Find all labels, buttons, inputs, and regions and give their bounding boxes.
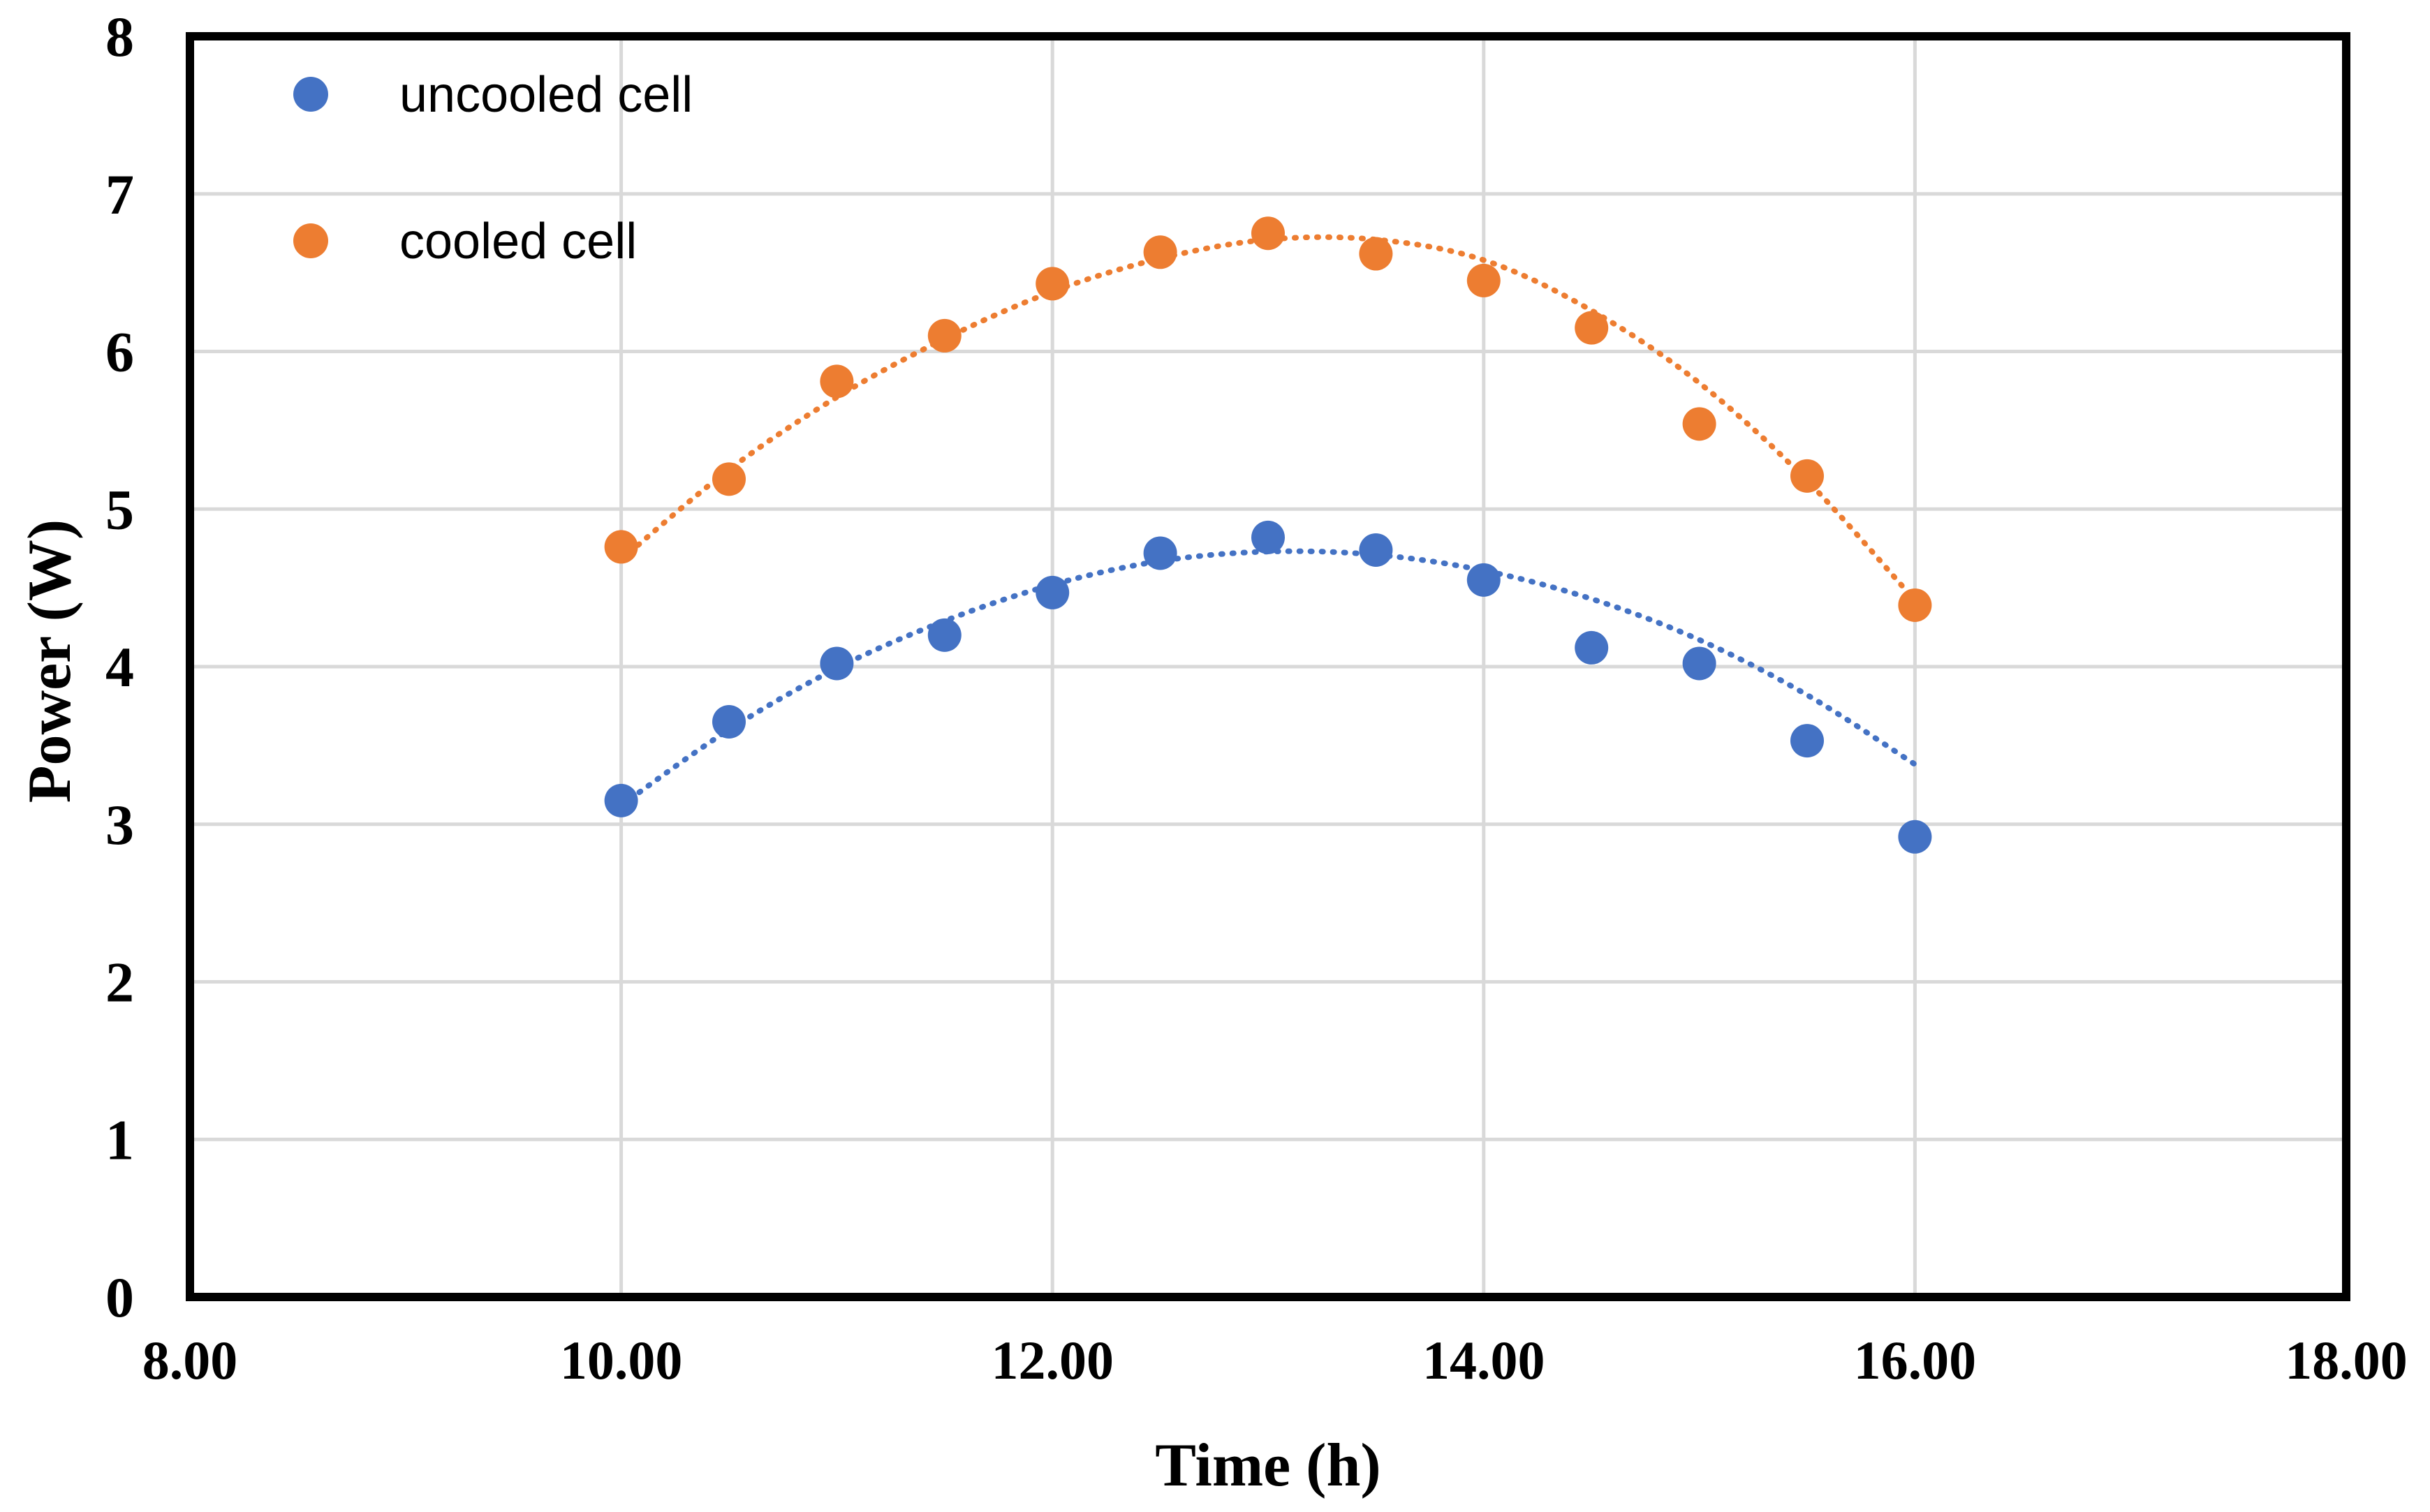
- legend: uncooled cell cooled cell: [293, 67, 693, 269]
- y-axis-ticks: 0 1 2 3 4 5 6 7 8: [105, 5, 134, 1329]
- y-tick-label-7: 7: [105, 163, 134, 226]
- data-point-uncooled-cell: [604, 783, 638, 817]
- data-point-cooled-cell: [1575, 311, 1609, 345]
- legend-label-cooled-cell: cooled cell: [399, 214, 637, 269]
- data-points: [604, 216, 1932, 854]
- plot-area-border: [186, 32, 2350, 1301]
- y-tick-label-4: 4: [105, 635, 134, 699]
- data-point-cooled-cell: [1898, 588, 1932, 622]
- legend-marker-uncooled-cell: [293, 77, 328, 112]
- legend-label-uncooled-cell: uncooled cell: [399, 67, 693, 123]
- data-point-uncooled-cell: [1466, 563, 1501, 597]
- data-point-cooled-cell: [1682, 407, 1716, 441]
- x-tick-label-16: 16.00: [1854, 1330, 1977, 1391]
- data-point-cooled-cell: [1466, 263, 1501, 297]
- data-point-uncooled-cell: [1790, 724, 1824, 758]
- x-tick-label-8: 8.00: [142, 1330, 238, 1391]
- x-tick-label-12: 12.00: [991, 1330, 1114, 1391]
- data-point-cooled-cell: [1036, 267, 1070, 301]
- data-point-cooled-cell: [820, 364, 854, 399]
- legend-marker-cooled-cell: [293, 223, 328, 258]
- x-tick-label-10: 10.00: [560, 1330, 683, 1391]
- y-tick-label-8: 8: [105, 5, 134, 68]
- data-point-uncooled-cell: [820, 646, 854, 681]
- data-point-cooled-cell: [1251, 216, 1285, 251]
- data-point-uncooled-cell: [1036, 575, 1070, 609]
- y-tick-label-5: 5: [105, 477, 134, 541]
- y-tick-label-3: 3: [105, 793, 134, 857]
- y-axis-title: Power (W): [16, 519, 84, 803]
- data-point-uncooled-cell: [927, 618, 962, 652]
- data-point-uncooled-cell: [1575, 630, 1609, 665]
- data-point-uncooled-cell: [712, 705, 746, 739]
- data-point-uncooled-cell: [1251, 520, 1285, 554]
- data-point-cooled-cell: [1790, 459, 1824, 493]
- x-tick-label-14: 14.00: [1422, 1330, 1545, 1391]
- y-tick-label-2: 2: [105, 951, 134, 1014]
- x-tick-label-18: 18.00: [2285, 1330, 2408, 1391]
- x-axis-ticks: 8.00 10.00 12.00 14.00 16.00 18.00: [142, 1330, 2408, 1391]
- data-point-cooled-cell: [1359, 237, 1393, 271]
- gridlines: [190, 36, 2346, 1297]
- data-point-uncooled-cell: [1143, 536, 1177, 570]
- data-point-cooled-cell: [604, 530, 638, 564]
- data-point-uncooled-cell: [1359, 533, 1393, 567]
- data-point-uncooled-cell: [1898, 820, 1932, 854]
- data-point-cooled-cell: [1143, 235, 1177, 269]
- data-point-cooled-cell: [712, 462, 746, 496]
- x-axis-title: Time (h): [1155, 1432, 1380, 1499]
- data-point-cooled-cell: [927, 318, 962, 353]
- y-tick-label-1: 1: [105, 1108, 134, 1171]
- y-tick-label-0: 0: [105, 1266, 134, 1329]
- data-point-uncooled-cell: [1682, 646, 1716, 681]
- y-tick-label-6: 6: [105, 320, 134, 384]
- trendline-uncooled-cell: [618, 548, 1918, 808]
